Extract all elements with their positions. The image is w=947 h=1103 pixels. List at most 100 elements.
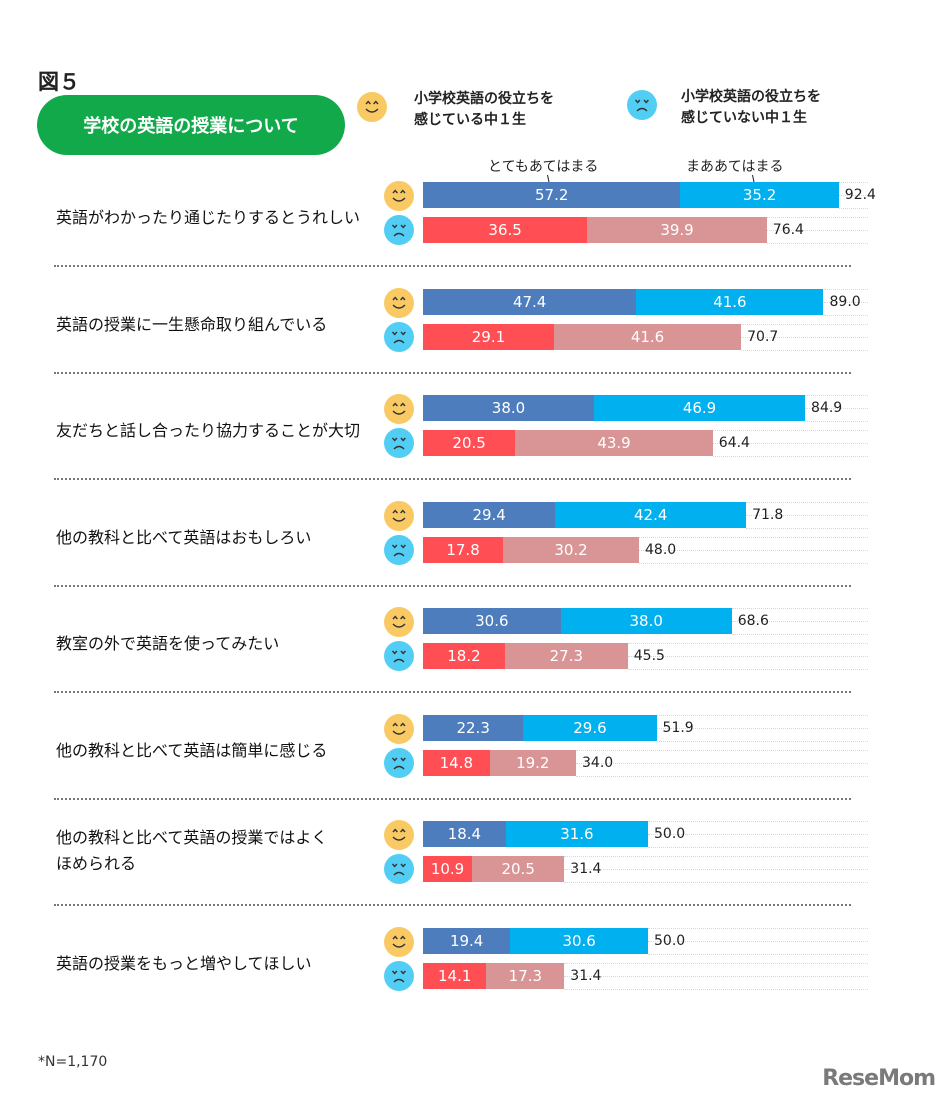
sad-bar-strong: 17.8 (423, 536, 504, 563)
sad-bar-strong: 20.5 (423, 430, 516, 456)
gridline (648, 927, 868, 929)
happy-bar-some: 46.9 (594, 395, 806, 421)
happy-face-icon (357, 92, 387, 122)
source-logo: ReseMom (822, 1066, 936, 1091)
gridline (627, 669, 868, 670)
gridline (838, 182, 868, 183)
happy-face-icon (384, 820, 414, 850)
gridline (838, 208, 868, 209)
sad-bar-strong: 14.1 (423, 962, 487, 989)
sad-total-label: 48.0 (645, 541, 677, 558)
happy-total-label: 51.9 (662, 719, 694, 736)
category-label: 友だちと話し合ったり協力することが大切 (56, 421, 361, 440)
happy-face-icon (384, 607, 414, 637)
group-separator (54, 691, 851, 693)
gridline (648, 940, 868, 942)
happy-bar-strong: 47.4 (423, 288, 637, 315)
happy-bar-strong: 18.4 (423, 821, 506, 847)
legend-happy-line1: 小学校英語の役立ちを (414, 91, 554, 107)
gridline (639, 562, 868, 564)
gridline (741, 349, 868, 351)
gridline (564, 975, 868, 977)
sad-bar-some: 17.3 (486, 962, 565, 989)
gridline (564, 988, 868, 990)
group-separator (54, 797, 851, 800)
gridline (564, 882, 868, 883)
gridline (564, 962, 868, 964)
gridline (656, 714, 868, 716)
happy-bar-some: 42.4 (555, 501, 747, 528)
legend-happy: 小学校英語の役立ちを 感じている中１生 (414, 89, 554, 131)
gridline (648, 953, 868, 955)
group-separator (54, 904, 851, 906)
gridline (576, 762, 868, 764)
sad-bar-some: 20.5 (472, 856, 565, 882)
sad-face-icon (384, 428, 414, 458)
gridline (838, 195, 868, 196)
sad-face-icon (384, 215, 414, 245)
sad-bar-strong: 36.5 (423, 217, 588, 243)
gridline (766, 217, 868, 218)
gridline (639, 536, 868, 538)
happy-face-icon (384, 500, 414, 531)
category-label: 英語の授業に一生懸命取り組んでいる (56, 314, 328, 334)
gridline (823, 301, 868, 303)
gridline (805, 421, 868, 422)
gridline (576, 749, 868, 751)
legend-happy-line2: 感じている中１生 (414, 112, 526, 128)
gridline (656, 727, 868, 729)
sad-total-label: 76.4 (772, 222, 804, 238)
sad-face-icon (384, 747, 414, 778)
gridline (627, 656, 868, 657)
sad-total-label: 45.5 (633, 648, 665, 664)
sad-bar-some: 41.6 (553, 323, 742, 350)
sad-bar-some: 19.2 (489, 749, 576, 776)
happy-total-label: 84.9 (811, 400, 843, 416)
sad-face-icon (384, 321, 414, 352)
sad-total-label: 31.4 (570, 967, 602, 984)
gridline (712, 443, 868, 444)
happy-bar-some: 38.0 (560, 608, 732, 634)
sad-bar-strong: 10.9 (423, 856, 473, 882)
gridline (731, 608, 868, 609)
gridline (746, 501, 868, 503)
footnote: *N=1,170 (38, 1054, 108, 1070)
happy-face-icon (384, 713, 414, 744)
gridline (648, 821, 868, 822)
group-separator (54, 584, 851, 587)
category-label: 他の教科と比べて英語はおもしろい (56, 527, 312, 547)
sad-face-icon (384, 854, 414, 884)
happy-face-icon (384, 394, 414, 424)
gridline (805, 395, 868, 396)
group-separator (54, 478, 851, 480)
gridline (648, 834, 868, 835)
happy-face-icon (384, 181, 414, 211)
happy-total-label: 71.8 (752, 506, 784, 523)
happy-bar-strong: 57.2 (423, 182, 681, 208)
category-label: 他の教科と比べて英語は簡単に感じる (56, 740, 328, 760)
gridline (564, 856, 868, 857)
category-label: 他の教科と比べて英語の授業ではよく ほめられる (56, 825, 327, 877)
sad-face-icon (627, 90, 657, 120)
happy-total-label: 92.4 (844, 187, 876, 203)
sad-bar-some: 43.9 (515, 430, 713, 456)
group-separator (54, 371, 851, 374)
sad-total-label: 64.4 (718, 435, 750, 451)
legend-sad: 小学校英語の役立ちを 感じていない中１生 (681, 87, 821, 129)
happy-total-label: 50.0 (654, 826, 686, 842)
sad-bar-some: 30.2 (503, 536, 639, 563)
sad-bar-some: 39.9 (587, 217, 767, 243)
happy-bar-strong: 19.4 (423, 927, 511, 954)
gridline (627, 643, 868, 644)
gridline (639, 549, 868, 551)
gridline (564, 869, 868, 870)
happy-bar-strong: 30.6 (423, 608, 561, 634)
sad-bar-some: 27.3 (504, 643, 628, 669)
gridline (823, 314, 868, 316)
gridline (648, 847, 868, 848)
category-label: 教室の外で英語を使ってみたい (56, 634, 280, 653)
gridline (766, 230, 868, 231)
happy-bar-some: 31.6 (505, 821, 648, 847)
gridline (731, 621, 868, 622)
category-label-line: 他の教科と比べて英語の授業ではよく (56, 828, 328, 847)
